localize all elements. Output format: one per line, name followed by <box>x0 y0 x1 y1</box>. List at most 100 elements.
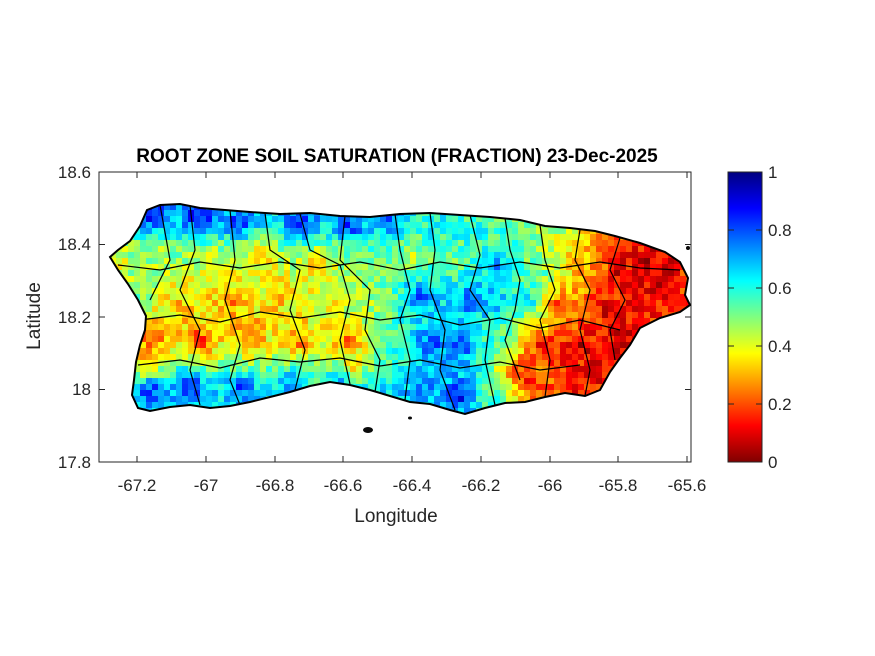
heatmap-cell <box>542 264 549 271</box>
heatmap-cell <box>650 312 657 319</box>
heatmap-cell <box>236 372 243 379</box>
heatmap-cell <box>302 306 309 313</box>
heatmap-cell <box>344 282 351 289</box>
heatmap-cell <box>506 228 513 235</box>
heatmap-cell <box>248 270 255 277</box>
heatmap-cell <box>230 246 237 253</box>
heatmap-cell <box>440 372 447 379</box>
heatmap-cell <box>494 282 501 289</box>
heatmap-cell <box>194 252 201 259</box>
heatmap-cell <box>338 354 345 361</box>
heatmap-cell <box>164 300 171 307</box>
heatmap-cell <box>284 240 291 247</box>
heatmap-cell <box>434 348 441 355</box>
heatmap-cell <box>428 390 435 397</box>
heatmap-cell <box>434 330 441 337</box>
heatmap-cell <box>236 312 243 319</box>
heatmap-cell <box>272 216 279 223</box>
heatmap-cell <box>248 330 255 337</box>
heatmap-cell <box>632 270 639 277</box>
heatmap-cell <box>410 354 417 361</box>
heatmap-cell <box>290 306 297 313</box>
heatmap-cell <box>524 222 531 229</box>
heatmap-cell <box>404 222 411 229</box>
heatmap-cell <box>170 294 177 301</box>
heatmap-cell <box>392 222 399 229</box>
heatmap-cell <box>392 336 399 343</box>
heatmap-cell <box>194 222 201 229</box>
heatmap-cell <box>506 396 513 403</box>
heatmap-cell <box>566 282 573 289</box>
heatmap-cell <box>368 342 375 349</box>
heatmap-cell <box>380 228 387 235</box>
heatmap-cell <box>524 384 531 391</box>
heatmap-cell <box>524 270 531 277</box>
heatmap-cell <box>584 294 591 301</box>
heatmap-cell <box>380 348 387 355</box>
heatmap-cell <box>572 312 579 319</box>
heatmap-cell <box>452 336 459 343</box>
heatmap-cell <box>608 354 615 361</box>
heatmap-cell <box>170 240 177 247</box>
heatmap-cell <box>500 246 507 253</box>
heatmap-cell <box>140 372 147 379</box>
heatmap-cell <box>338 264 345 271</box>
heatmap-cell <box>296 300 303 307</box>
heatmap-cell <box>452 270 459 277</box>
heatmap-cell <box>212 372 219 379</box>
heatmap-cell <box>242 366 249 373</box>
heatmap-cell <box>422 240 429 247</box>
y-tick-marks <box>99 171 691 463</box>
heatmap-cell <box>578 384 585 391</box>
heatmap-cell <box>404 300 411 307</box>
heatmap-cell <box>260 234 267 241</box>
heatmap-cell <box>404 318 411 325</box>
heatmap-cell <box>170 366 177 373</box>
heatmap-cell <box>134 396 141 403</box>
heatmap-cell <box>626 336 633 343</box>
heatmap-cell <box>464 390 471 397</box>
heatmap-cell <box>308 270 315 277</box>
heatmap-cell <box>272 240 279 247</box>
heatmap-cell <box>482 276 489 283</box>
heatmap-cell <box>590 384 597 391</box>
heatmap-cell <box>230 258 237 265</box>
heatmap-cell <box>602 360 609 367</box>
heatmap-cell <box>242 234 249 241</box>
heatmap-cell <box>272 336 279 343</box>
heatmap-cell <box>254 348 261 355</box>
heatmap-cell <box>416 258 423 265</box>
heatmap-cell <box>404 366 411 373</box>
heatmap-cell <box>242 360 249 367</box>
heatmap-cell <box>446 288 453 295</box>
heatmap-cell <box>194 366 201 373</box>
heatmap-cell <box>458 282 465 289</box>
heatmap-cell <box>320 234 327 241</box>
heatmap-cell <box>662 306 669 313</box>
heatmap-cell <box>224 378 231 385</box>
heatmap-cell <box>176 390 183 397</box>
heatmap-cell <box>380 282 387 289</box>
heatmap-cell <box>380 372 387 379</box>
heatmap-cell <box>410 222 417 229</box>
heatmap-cell <box>212 330 219 337</box>
heatmap-cell <box>524 258 531 265</box>
heatmap-cell <box>452 366 459 373</box>
heatmap-cell <box>254 294 261 301</box>
heatmap-cell <box>266 342 273 349</box>
heatmap-cell <box>290 216 297 223</box>
heatmap-cell <box>212 294 219 301</box>
heatmap-cell <box>278 360 285 367</box>
heatmap-cell <box>584 270 591 277</box>
heatmap-cell <box>428 384 435 391</box>
heatmap-cell <box>338 222 345 229</box>
heatmap-cell <box>440 222 447 229</box>
heatmap-cell <box>488 324 495 331</box>
heatmap-cell <box>422 324 429 331</box>
heatmap-cell <box>350 282 357 289</box>
heatmap-cell <box>224 360 231 367</box>
heatmap-cell <box>386 306 393 313</box>
heatmap-cell <box>524 264 531 271</box>
heatmap-cell <box>296 258 303 265</box>
heatmap-cell <box>506 372 513 379</box>
